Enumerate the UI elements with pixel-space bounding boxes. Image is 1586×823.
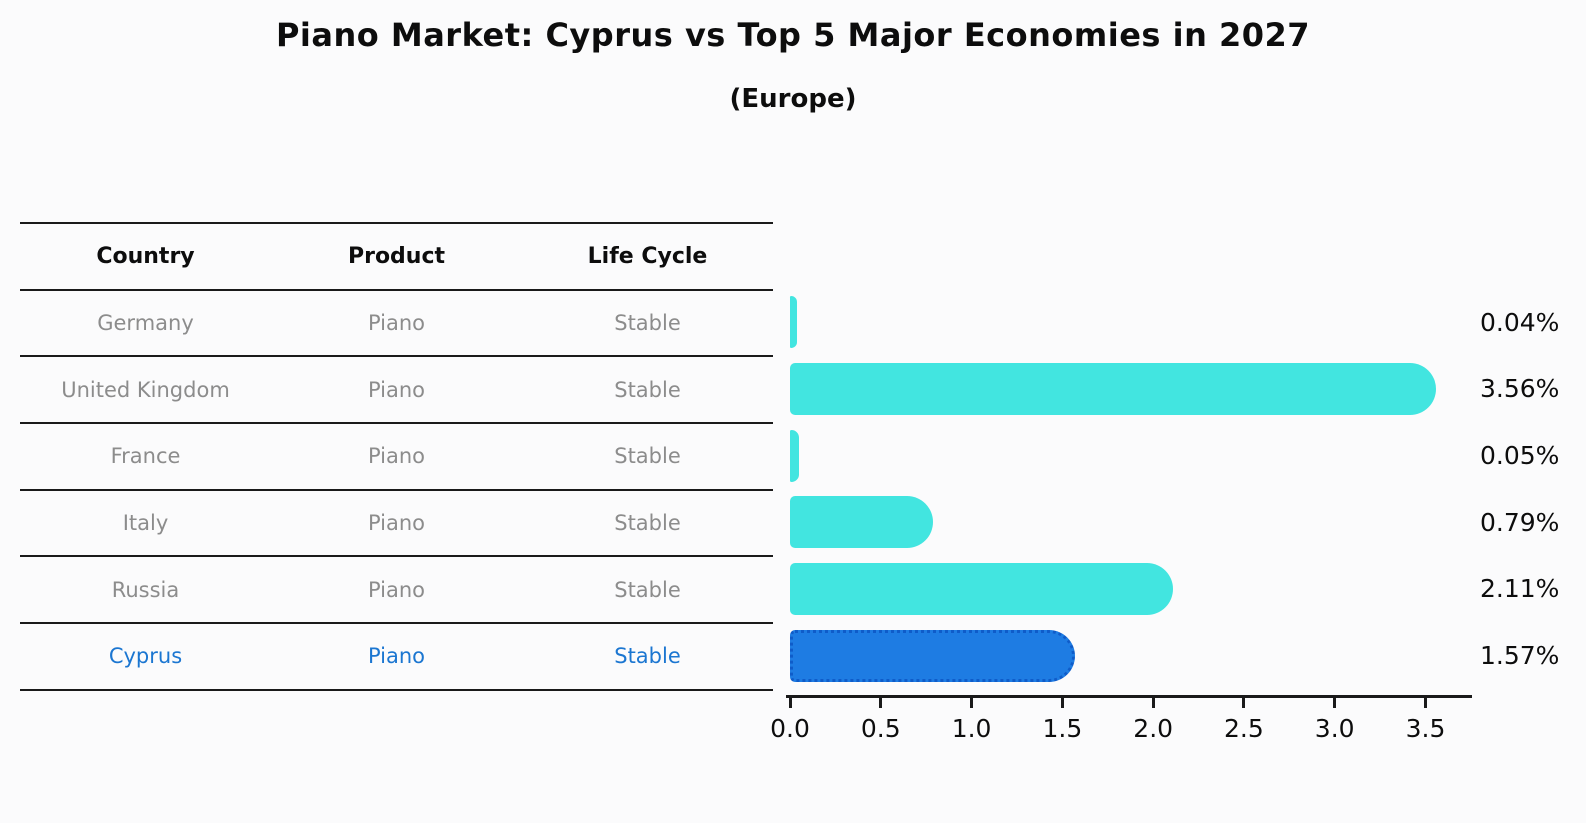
bar-row [790, 289, 1470, 356]
bar-russia [790, 562, 1174, 615]
x-tick-label: 3.0 [1314, 714, 1355, 743]
x-axis-line [786, 695, 1472, 698]
value-label-column: 0.04% 3.56% 0.05% 0.79% 2.11% 1.57% [1480, 289, 1559, 689]
life-cycle-cell: Stable [614, 577, 681, 602]
table-row-cyprus: Cyprus Piano Stable [20, 624, 773, 691]
life-cycle-cell: Stable [614, 511, 681, 536]
value-label-cyprus: 1.57% [1480, 641, 1560, 671]
bar-row [790, 356, 1470, 423]
value-label-france: 0.05% [1480, 441, 1560, 471]
chart-title: Piano Market: Cyprus vs Top 5 Major Econ… [275, 16, 1311, 54]
country-table: Country Product Life Cycle Germany Piano… [20, 222, 773, 691]
x-tick-label: 0.5 [860, 714, 901, 743]
product-cell: Piano [367, 377, 426, 402]
value-label-united-kingdom: 3.56% [1480, 374, 1560, 404]
value-label-russia: 2.11% [1480, 574, 1560, 604]
product-cell: Piano [367, 311, 426, 336]
x-tick-label: 2.5 [1224, 714, 1264, 743]
table-row-united-kingdom: United Kingdom Piano Stable [20, 357, 773, 425]
bar-united-kingdom [790, 362, 1437, 415]
x-tick-label: 3.5 [1405, 714, 1446, 743]
x-tick-mark [1424, 698, 1427, 708]
bar-italy [790, 496, 934, 549]
product-cell: Piano [367, 444, 426, 469]
life-cycle-cell: Stable [614, 377, 681, 402]
bar-row [790, 622, 1470, 689]
bar-row [790, 556, 1470, 623]
country-cell: United Kingdom [61, 377, 230, 402]
table-header-country: Country [96, 243, 195, 269]
bar-row [790, 422, 1470, 489]
country-cell: Russia [111, 577, 180, 602]
x-tick-mark [1333, 698, 1337, 708]
table-header-product: Product [347, 243, 446, 269]
product-cell: Piano [367, 511, 426, 536]
bar-germany [790, 296, 798, 349]
x-axis: 0.0 0.5 1.0 1.5 2.0 2.5 3.0 3.5 [770, 695, 1472, 750]
bar-plot-area [790, 289, 1470, 689]
product-cell: Piano [367, 644, 426, 669]
bar-row [790, 489, 1470, 556]
table-row-italy: Italy Piano Stable [20, 491, 773, 558]
table-row-germany: Germany Piano Stable [20, 291, 773, 358]
x-tick-label: 1.0 [951, 714, 992, 743]
table-row-russia: Russia Piano Stable [20, 557, 773, 625]
x-tick-mark [1151, 698, 1155, 708]
bar-cyprus-highlighted [790, 629, 1076, 682]
x-tick-mark [879, 698, 883, 708]
life-cycle-cell: Stable [614, 644, 681, 669]
x-tick-label: 1.5 [1042, 714, 1083, 743]
x-tick-label: 2.0 [1133, 714, 1174, 743]
life-cycle-cell: Stable [614, 311, 681, 336]
x-tick-label: 0.0 [770, 714, 810, 743]
country-cell: Cyprus [108, 644, 183, 669]
x-tick-mark [970, 698, 974, 708]
country-cell: Germany [97, 311, 194, 336]
value-label-germany: 0.04% [1480, 307, 1560, 337]
table-row-france: France Piano Stable [20, 424, 773, 491]
bar-france [790, 429, 800, 482]
table-header-life-cycle: Life Cycle [587, 243, 708, 269]
life-cycle-cell: Stable [614, 444, 681, 469]
product-cell: Piano [367, 577, 426, 602]
x-tick-mark [1060, 698, 1064, 708]
x-tick-mark [788, 698, 792, 708]
country-cell: Italy [122, 511, 169, 536]
country-cell: France [110, 444, 181, 469]
chart-subtitle: (Europe) [729, 84, 857, 114]
table-header-row: Country Product Life Cycle [20, 224, 773, 291]
value-label-italy: 0.79% [1480, 507, 1560, 537]
x-tick-mark [1242, 698, 1246, 708]
